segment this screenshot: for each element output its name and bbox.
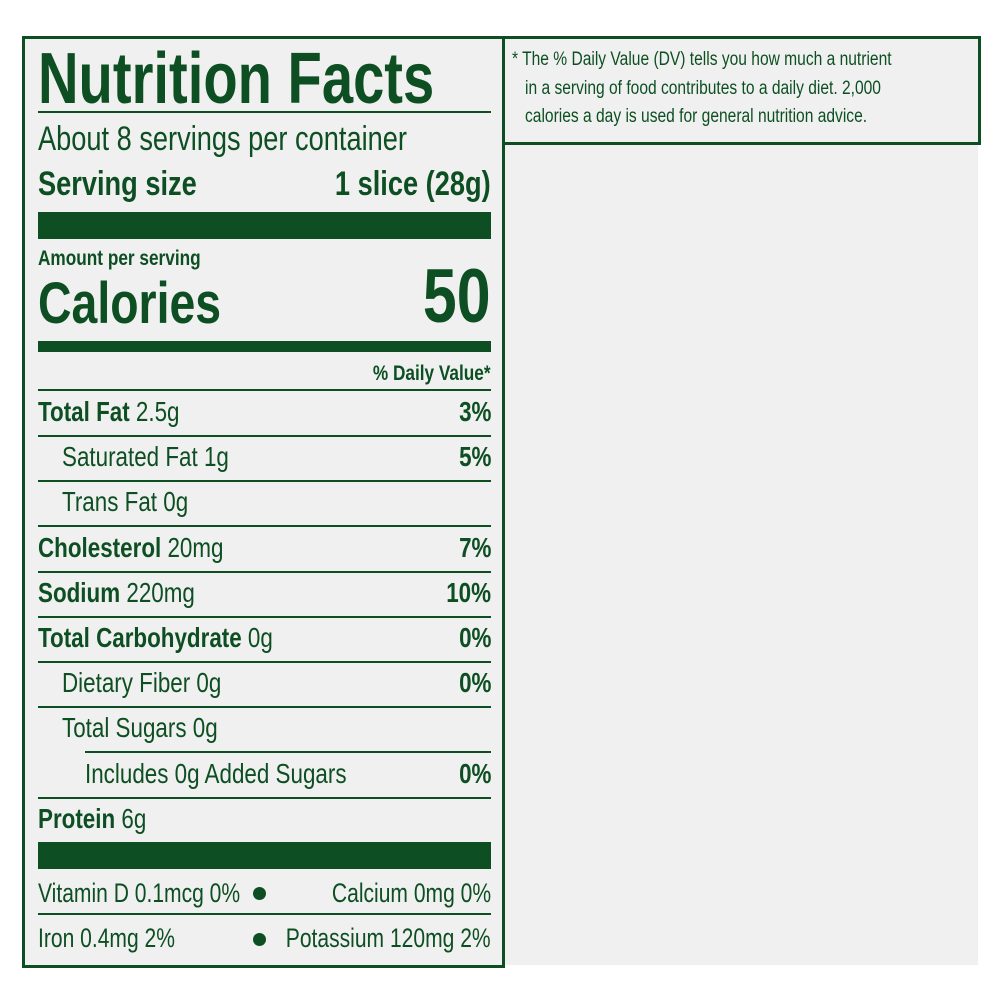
nutrient-amount: 2.5g [135,396,180,427]
nutrient-row: Total Fat 2.5g 3% [38,395,491,429]
serving-size-label: Serving size [38,165,197,203]
nutrient-row: Trans Fat 0g [38,485,491,519]
daily-value-header: % Daily Value* [373,362,491,385]
nutrient-row: Dietary Fiber 0g 0% [38,666,491,700]
serving-size-value: 1 slice (28g) [335,165,491,203]
footnote-line: * The % Daily Value (DV) tells you how m… [512,49,892,70]
nutrient-row: Protein 6g [38,802,491,836]
nutrient-row: Total Carbohydrate 0g 0% [38,621,491,655]
nutrient-name: Sodium [38,576,121,608]
nutrient-daily-value: 3% [458,396,491,427]
nutrient-row: Cholesterol 20mg 7% [38,531,491,565]
divider [38,913,491,915]
thick-divider [38,212,491,239]
bullet-dot [253,887,266,900]
divider [38,796,491,799]
divider [38,615,491,618]
nutrient-name: Total Sugars 0g [62,712,218,744]
nutrient-row: Total Sugars 0g [38,711,491,745]
nutrient-daily-value: 5% [458,441,491,473]
nutrient-daily-value: 7% [458,531,491,563]
bullet-dot [253,933,266,946]
divider [38,661,491,663]
micro-row: Iron 0.4mg 2% Potassium 120mg 2% [38,922,491,954]
divider [38,435,491,437]
divider [38,570,491,573]
medium-divider [38,341,491,352]
amount-per-serving: Amount per serving [38,247,201,270]
divider [38,111,491,113]
divider [38,389,491,391]
potassium: Potassium 120mg 2% [286,923,491,953]
divider [38,525,491,528]
vitamin-d: Vitamin D 0.1mcg 0% [38,878,241,908]
calories-label: Calories [38,271,222,336]
nutrient-amount: 20mg [167,531,224,563]
nutrient-row: Saturated Fat 1g 5% [38,440,491,474]
nutrition-facts-label: Nutrition Facts About 8 servings per con… [22,36,505,968]
calcium: Calcium 0mg 0% [331,878,491,908]
label-title: Nutrition Facts [38,39,435,119]
iron: Iron 0.4mg 2% [38,923,175,953]
footnote-line: calories a day is used for general nutri… [525,106,868,127]
daily-value-footnote: * The % Daily Value (DV) tells you how m… [499,36,981,145]
nutrient-name: Dietary Fiber 0g [62,667,222,699]
nutrient-amount: 0g [247,622,273,653]
micro-row: Vitamin D 0.1mcg 0% Calcium 0mg 0% [38,877,491,909]
divider [38,706,491,709]
nutrient-name: Saturated Fat 1g [62,441,229,473]
nutrient-amount: 6g [121,802,147,834]
divider [85,751,491,754]
nutrient-name: Includes 0g Added Sugars [85,757,347,789]
blank-area [502,142,978,965]
nutrient-name: Trans Fat 0g [62,486,189,518]
servings-per-container: About 8 servings per container [38,120,407,158]
nutrient-amount: 220mg [126,576,195,608]
nutrient-name: Cholesterol [38,531,162,563]
nutrient-row: Includes 0g Added Sugars 0% [38,757,491,791]
footnote-line: in a serving of food contributes to a da… [525,78,881,99]
divider [38,480,491,483]
calories-value: 50 [423,254,491,339]
nutrient-row: Sodium 220mg 10% [38,576,491,610]
nutrient-daily-value: 0% [458,622,491,653]
nutrient-daily-value: 10% [446,576,491,608]
nutrient-name: Total Fat [38,396,130,427]
nutrient-daily-value: 0% [458,667,491,699]
nutrient-name: Total Carbohydrate [38,622,242,653]
nutrient-daily-value: 0% [458,757,491,789]
nutrient-name: Protein [38,802,116,834]
thick-divider [38,842,491,869]
